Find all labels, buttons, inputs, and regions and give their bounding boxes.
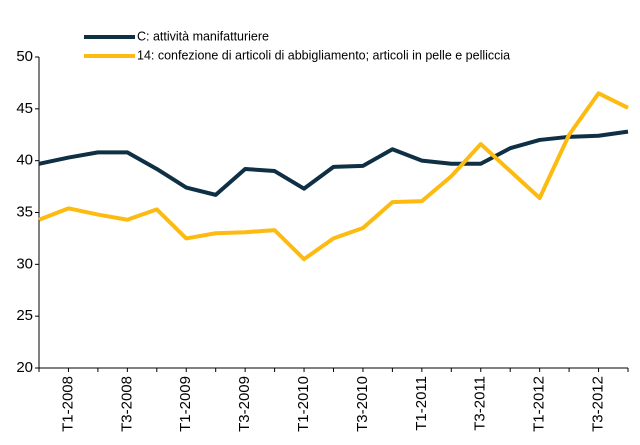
x-tick-label: T3-2008 <box>118 376 135 432</box>
x-tick-label: T1-2010 <box>295 376 312 432</box>
y-tick-label: 50 <box>16 48 33 65</box>
x-tick-label: T1-2008 <box>59 376 76 432</box>
y-tick-label: 45 <box>16 100 33 117</box>
legend-label: C: attività manifatturiere <box>137 29 269 43</box>
x-tick-label: T3-2009 <box>236 376 253 432</box>
x-tick-label: T3-2012 <box>590 376 607 432</box>
legend-label: 14: confezione di articoli di abbigliame… <box>137 48 510 62</box>
series-line <box>38 91 629 262</box>
x-tick-label: T1-2011 <box>413 376 430 431</box>
y-tick-label: 35 <box>16 203 33 220</box>
y-tick-label: 25 <box>16 307 33 324</box>
y-tick-label: 20 <box>16 359 33 376</box>
series-line <box>38 129 629 197</box>
x-tick-label: T3-2011 <box>472 376 489 431</box>
x-tick-label: T1-2012 <box>531 376 548 432</box>
y-tick-label: 40 <box>16 152 33 169</box>
y-tick-label: 30 <box>16 255 33 272</box>
x-tick-label: T3-2010 <box>354 376 371 432</box>
x-tick-label: T1-2009 <box>177 376 194 432</box>
